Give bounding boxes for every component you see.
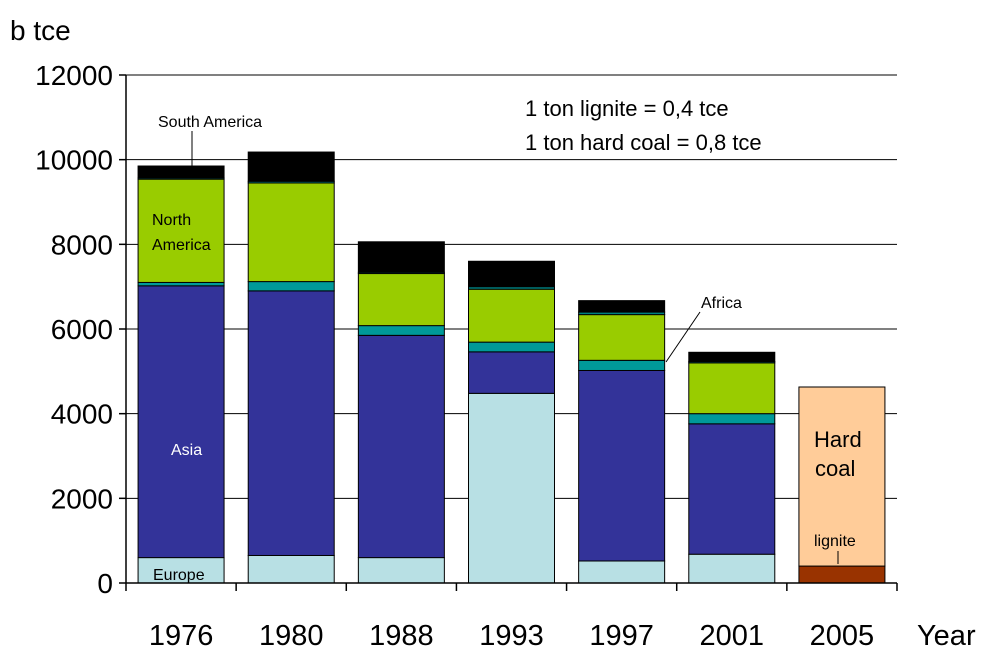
y-tick-labels: 0 2000 4000 6000 8000 10000 12000 xyxy=(35,60,113,599)
bar-segment-africa-1976 xyxy=(137,281,225,287)
conversion-note-line-1: 1 ton lignite = 0,4 tce xyxy=(525,96,729,121)
x-tick-label: 1997 xyxy=(589,620,654,651)
y-tick-label: 10000 xyxy=(35,145,113,176)
bar-segment-europe-1988 xyxy=(357,557,445,584)
bar-segment-north-america-1980 xyxy=(247,182,335,283)
bar-segment-hard-coal-2005 xyxy=(798,386,886,567)
x-tick-label: 2005 xyxy=(810,620,875,651)
bar-segment-north-america-1997 xyxy=(578,314,666,361)
y-tick-label: 6000 xyxy=(51,314,113,345)
bar-segment-south-america-1988 xyxy=(357,241,445,273)
bar-segment-africa-1980 xyxy=(247,281,335,292)
label-lignite: lignite xyxy=(814,533,856,550)
x-tick-label: 2001 xyxy=(700,620,765,651)
bar-segment-europe-1993 xyxy=(468,392,555,584)
leader-africa xyxy=(665,311,701,363)
y-tick-label: 12000 xyxy=(35,60,113,91)
bar-segment-north-america-1976 xyxy=(137,178,225,283)
bar-segment-africa-1997 xyxy=(578,359,666,371)
bar-segment-asia-1980 xyxy=(247,290,335,556)
y-tick-label: 8000 xyxy=(51,229,113,260)
x-tick-label: 1993 xyxy=(479,620,544,651)
bars-layer xyxy=(137,151,886,584)
bar-segment-europe-1997 xyxy=(578,560,666,584)
label-africa: Africa xyxy=(701,295,742,312)
x-tick-label: 1976 xyxy=(149,620,214,651)
bar-segment-south-america-1980 xyxy=(247,151,335,182)
bar-segment-africa-1993 xyxy=(468,341,555,353)
bar-segment-north-america-2001 xyxy=(688,362,776,415)
label-north-america-1: North xyxy=(152,212,191,229)
bar-segment-south-america-1993 xyxy=(468,260,555,288)
bar-segment-south-america-1976 xyxy=(137,165,225,179)
bar-segment-europe-1980 xyxy=(247,554,335,584)
y-tick-label: 2000 xyxy=(51,483,113,514)
y-tick-label: 4000 xyxy=(51,399,113,430)
y-tick-label: 0 xyxy=(97,568,113,599)
bar-segment-africa-1988 xyxy=(357,325,445,336)
label-south-america: South America xyxy=(158,114,262,131)
axes-layer xyxy=(119,74,898,591)
x-axis-label: Year xyxy=(917,620,976,651)
bar-segment-north-america-1993 xyxy=(468,288,555,343)
bar-segment-asia-2001 xyxy=(688,423,776,555)
bar-segment-lignite-2005 xyxy=(798,565,886,584)
label-north-america-2: America xyxy=(152,237,211,254)
bar-segment-south-america-1997 xyxy=(578,300,666,313)
bar-segment-asia-1988 xyxy=(357,334,445,559)
x-tick-label: 1988 xyxy=(369,620,434,651)
bar-segment-europe-2001 xyxy=(688,553,776,584)
bar-segment-africa-2001 xyxy=(688,413,776,425)
label-hard-coal-2: coal xyxy=(815,456,855,481)
label-europe: Europe xyxy=(153,567,205,584)
bar-segment-north-america-1988 xyxy=(357,273,445,327)
y-axis-label: b tce xyxy=(10,15,71,46)
bar-segment-asia-1976 xyxy=(137,285,225,559)
bar-segment-south-america-2001 xyxy=(688,351,776,363)
x-tick-labels: 1976 1980 1988 1993 1997 2001 2005 xyxy=(149,620,874,651)
conversion-note-line-2: 1 ton hard coal = 0,8 tce xyxy=(525,130,762,155)
bar-segment-asia-1993 xyxy=(468,351,555,394)
label-asia: Asia xyxy=(171,442,202,459)
x-tick-label: 1980 xyxy=(259,620,324,651)
label-hard-coal-1: Hard xyxy=(814,427,862,452)
bar-segment-asia-1997 xyxy=(578,369,666,562)
